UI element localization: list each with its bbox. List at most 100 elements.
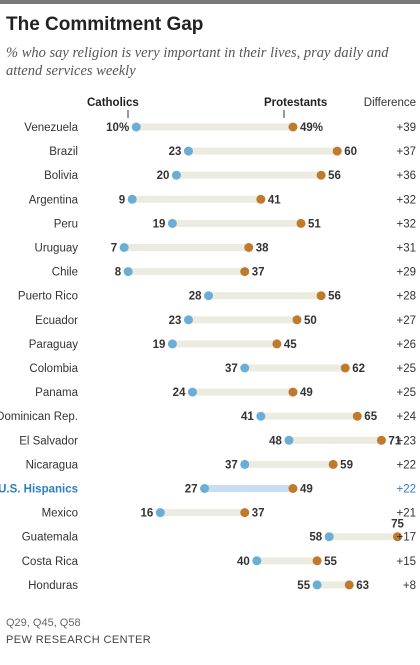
catholic-value-label: 23 [169, 315, 182, 327]
catholic-value-label: 20 [157, 170, 170, 182]
catholic-point [155, 508, 165, 518]
difference-value: +8 [403, 580, 416, 592]
range-bar [132, 195, 261, 203]
catholic-value-label: 40 [237, 556, 250, 568]
category-label: Panama [35, 387, 78, 399]
catholic-point [240, 363, 250, 373]
range-bar [172, 340, 277, 348]
source-credit: PEW RESEARCH CENTER [6, 634, 152, 646]
protestant-point [328, 459, 338, 469]
range-bar [188, 147, 338, 155]
protestant-point [376, 435, 386, 445]
range-bar [176, 171, 322, 179]
protestant-value-label: 38 [256, 243, 269, 255]
protestant-point [244, 243, 254, 252]
range-bar [160, 509, 245, 517]
protestant-value-label: 49% [300, 122, 323, 134]
difference-header: Difference [363, 97, 416, 109]
protestant-value-label: 56 [328, 170, 341, 182]
catholic-value-label: 27 [185, 484, 198, 496]
category-label: El Salvador [19, 435, 78, 447]
chart-title: The Commitment Gap [6, 14, 204, 35]
category-label: Nicaragua [26, 459, 79, 471]
difference-value: +31 [396, 243, 416, 255]
catholic-value-label: 7 [111, 243, 117, 255]
category-label: Paraguay [29, 339, 78, 351]
category-label: Brazil [49, 146, 78, 158]
difference-value: +21 [396, 508, 416, 520]
category-label: Bolivia [44, 170, 78, 182]
catholic-value-label: 23 [169, 146, 182, 158]
top-rule [0, 0, 420, 4]
protestant-value-label: 62 [352, 363, 365, 375]
protestant-value-label: 41 [268, 194, 281, 206]
range-bar [317, 581, 350, 589]
category-label: U.S. Hispanics [0, 484, 78, 496]
protestant-point [316, 291, 326, 301]
protestant-value-label: 65 [364, 411, 377, 423]
question-note: Q29, Q45, Q58 [6, 617, 81, 629]
catholics-header: Catholics [87, 97, 139, 109]
difference-value: +25 [396, 363, 416, 375]
catholic-value-label: 37 [225, 363, 238, 375]
range-bar [192, 388, 293, 396]
catholic-point [127, 194, 137, 204]
protestant-point [340, 363, 350, 373]
catholic-point [167, 218, 177, 228]
difference-value: +28 [396, 291, 416, 303]
catholic-point [256, 411, 266, 421]
protestant-value-label: 50 [304, 315, 317, 327]
catholic-point [171, 170, 181, 180]
range-bar [244, 460, 334, 468]
difference-value: +29 [396, 267, 416, 279]
protestant-point [288, 387, 298, 397]
protestant-value-label: 51 [308, 218, 321, 230]
range-bar [172, 219, 302, 227]
catholic-value-label: 41 [241, 411, 254, 423]
category-label: Colombia [29, 363, 78, 375]
catholic-value-label: 9 [119, 194, 125, 206]
category-label: Uruguay [35, 243, 79, 255]
category-label: Peru [54, 218, 78, 230]
protestant-value-label: 59 [340, 459, 353, 471]
protestant-point [256, 194, 266, 204]
difference-value: +23 [396, 435, 416, 447]
catholic-point [240, 459, 250, 469]
catholic-value-label: 48 [269, 435, 282, 447]
difference-value: +37 [396, 146, 416, 158]
catholic-point [167, 339, 177, 349]
category-label: Argentina [29, 194, 79, 206]
catholic-point [183, 315, 193, 325]
catholic-point [183, 146, 193, 156]
protestant-point [296, 218, 306, 228]
protestant-point [393, 532, 402, 542]
protestant-value-label: 49 [300, 484, 313, 496]
difference-value: +17 [396, 532, 416, 544]
chart-subtitle: % who say religion is very important in … [6, 45, 389, 79]
protestant-point [316, 170, 326, 180]
range-bar [244, 364, 346, 372]
catholic-point [200, 484, 210, 493]
difference-value: +26 [396, 339, 416, 351]
difference-value: +22 [396, 459, 416, 471]
difference-value: +39 [396, 122, 416, 134]
category-label: Dominican Rep. [0, 411, 78, 423]
category-label: Ecuador [35, 315, 78, 327]
protestant-point [288, 122, 298, 132]
range-bar [188, 316, 297, 324]
difference-value: +36 [396, 170, 416, 182]
range-bar [124, 244, 249, 251]
catholic-value-label: 19 [153, 218, 166, 230]
protestant-point [344, 580, 354, 590]
protestant-point [332, 146, 342, 156]
catholic-value-label: 37 [225, 459, 238, 471]
category-label: Venezuela [24, 122, 78, 134]
category-label: Chile [52, 267, 78, 279]
protestant-point [312, 556, 322, 566]
range-bar [256, 557, 318, 565]
catholic-value-label: 55 [297, 580, 310, 592]
catholic-point [284, 435, 294, 445]
catholic-point [119, 243, 129, 252]
category-label: Costa Rica [22, 556, 79, 568]
